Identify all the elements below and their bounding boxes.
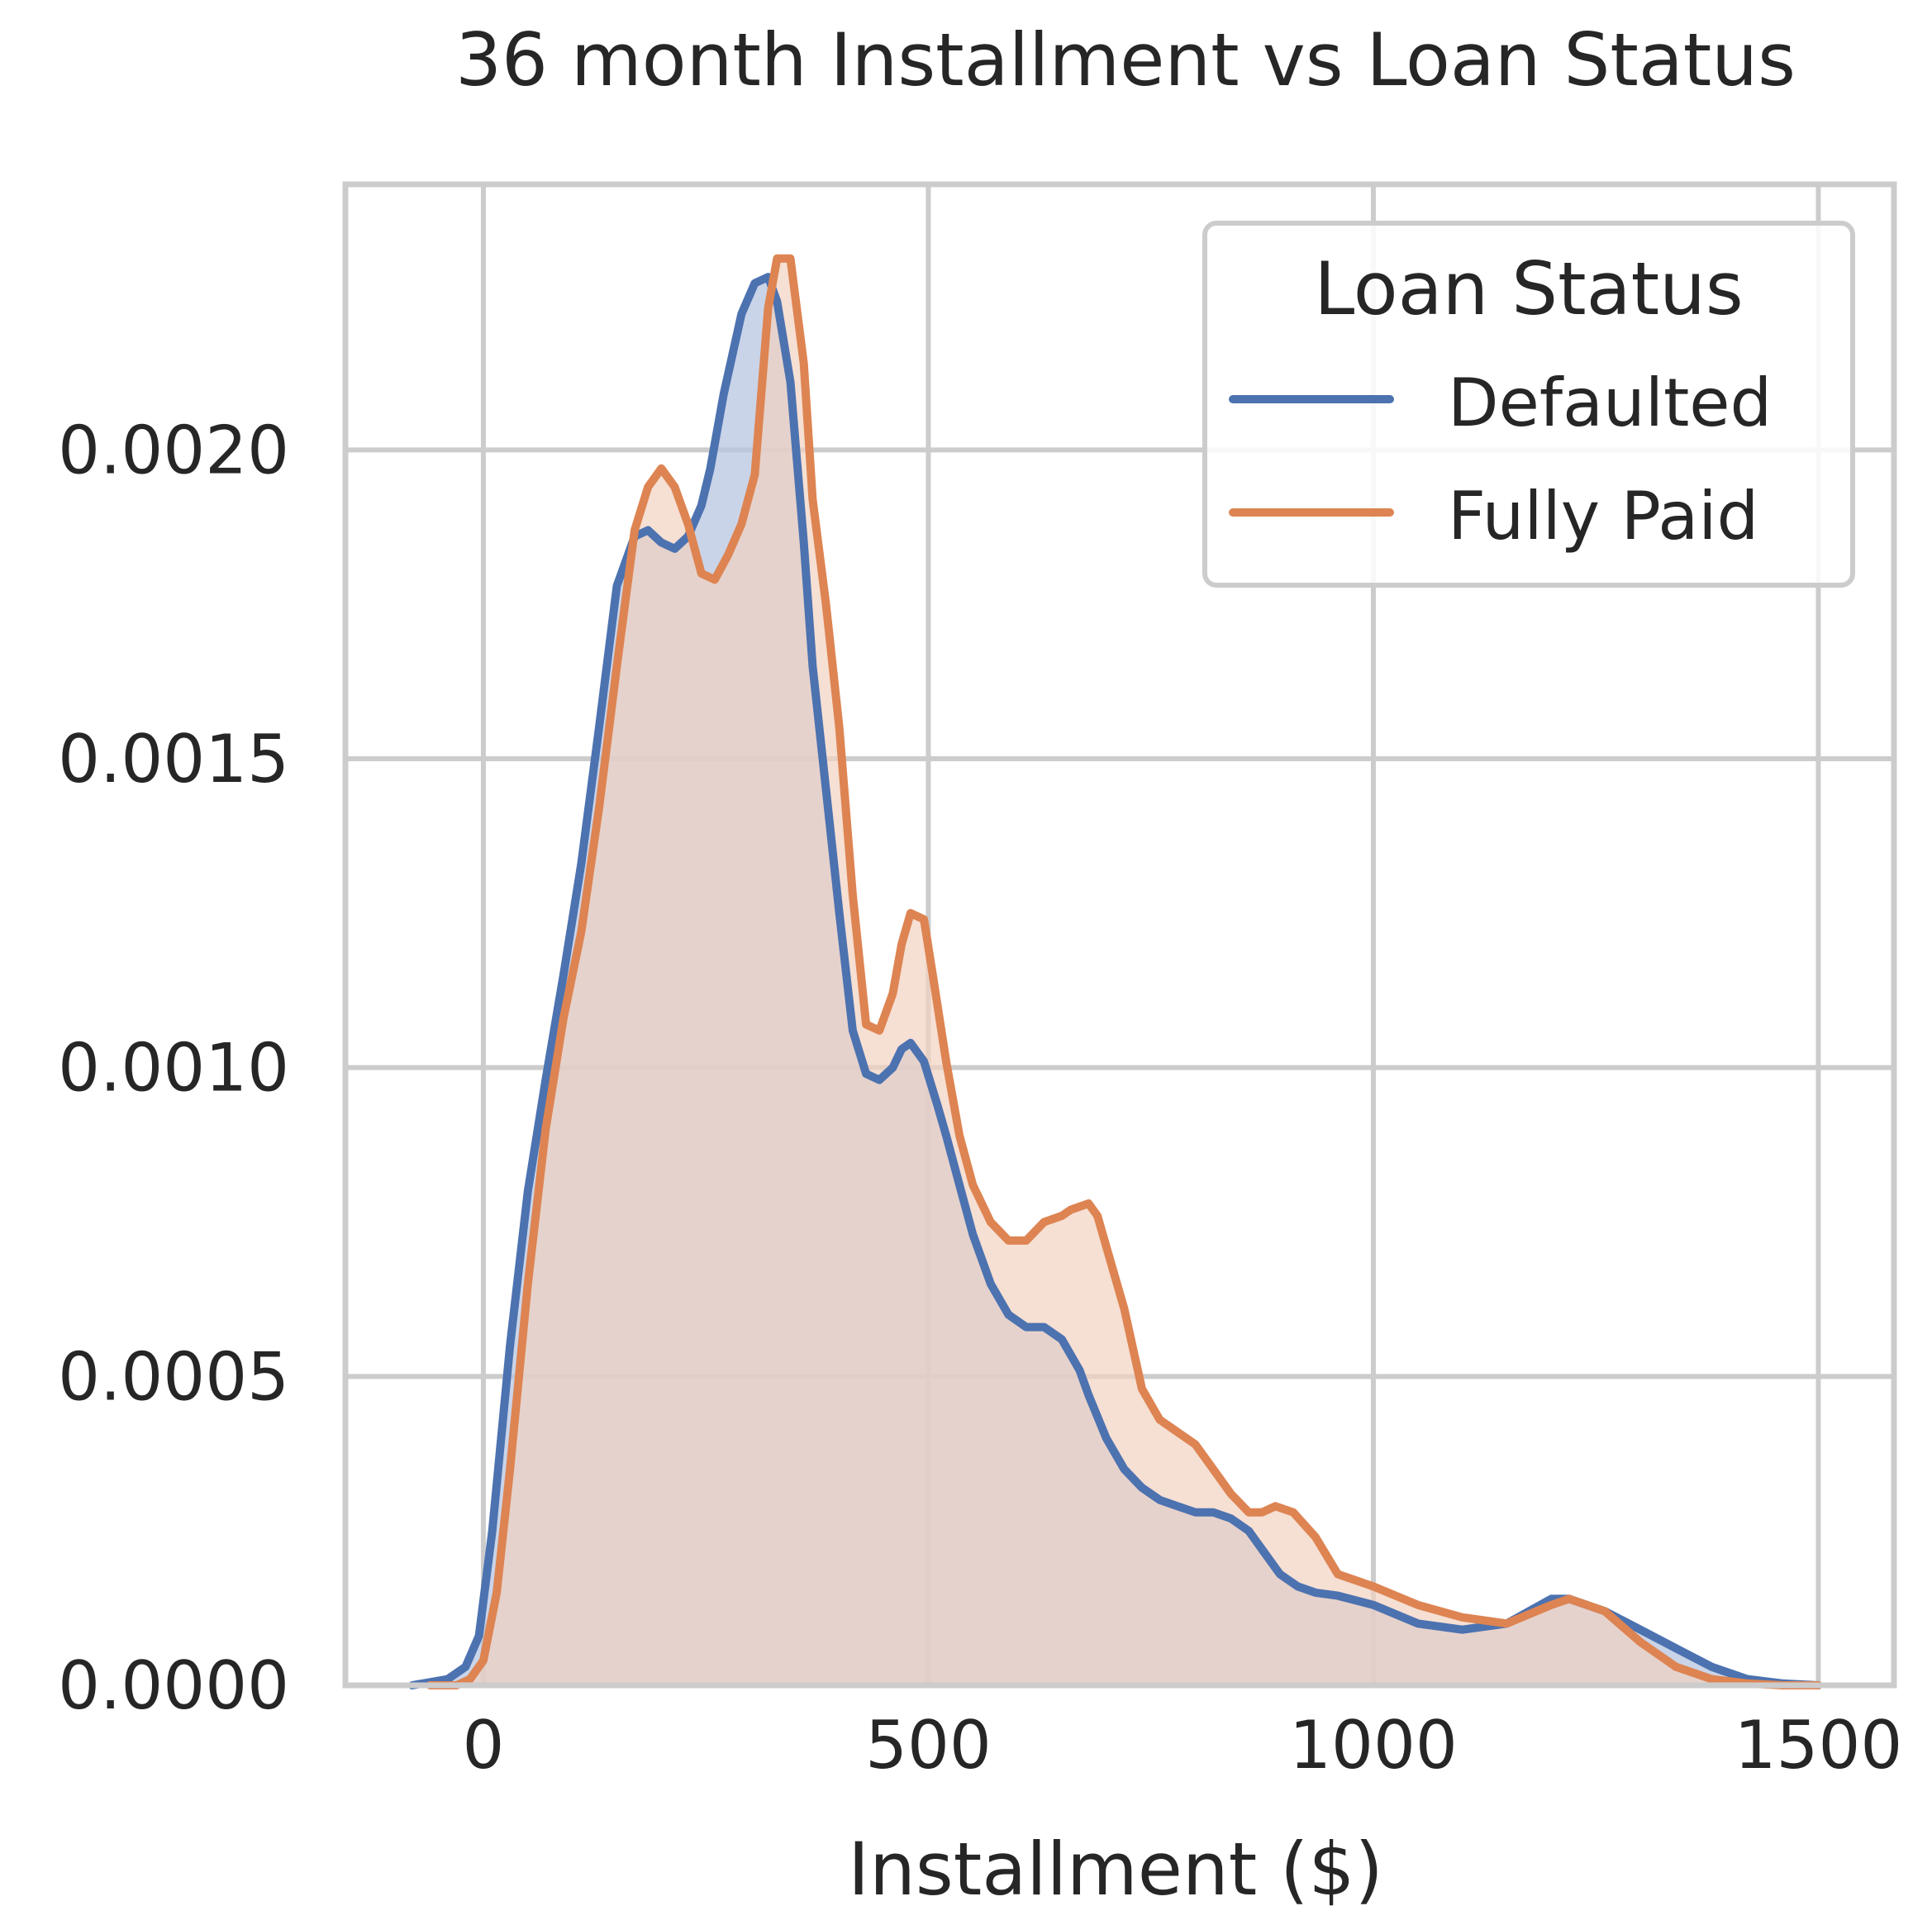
legend-label-defaulted: Defaulted	[1448, 365, 1772, 441]
area-fully-paid	[430, 258, 1819, 1686]
density-areas	[412, 258, 1819, 1686]
x-tick-label: 500	[865, 1707, 992, 1784]
x-tick-label: 1000	[1289, 1707, 1458, 1784]
y-tick-label: 0.0000	[58, 1647, 289, 1724]
density-lines	[407, 254, 1823, 1689]
y-tick-label: 0.0005	[58, 1338, 289, 1415]
x-axis-ticks: 0 500 1000 1500	[462, 1707, 1902, 1784]
x-axis-label: Installment ($)	[848, 1827, 1383, 1912]
x-tick-label: 0	[462, 1707, 504, 1784]
y-tick-label: 0.0020	[58, 412, 289, 488]
y-axis-ticks: 0.0000 0.0005 0.0010 0.0015 0.0020	[58, 412, 289, 1724]
plot-frame	[342, 181, 1897, 1689]
legend-label-fully-paid: Fully Paid	[1448, 478, 1758, 555]
line-fully-paid	[426, 254, 1823, 1689]
x-tick-label: 1500	[1735, 1707, 1903, 1784]
legend: Loan Status Defaulted Fully Paid	[1202, 221, 1855, 588]
y-tick-label: 0.0015	[58, 721, 289, 798]
legend-title: Loan Status	[1314, 246, 1743, 331]
chart-title: 36 month Installment vs Loan Status	[455, 17, 1796, 102]
legend-box	[1202, 221, 1855, 588]
y-tick-label: 0.0010	[58, 1030, 289, 1107]
